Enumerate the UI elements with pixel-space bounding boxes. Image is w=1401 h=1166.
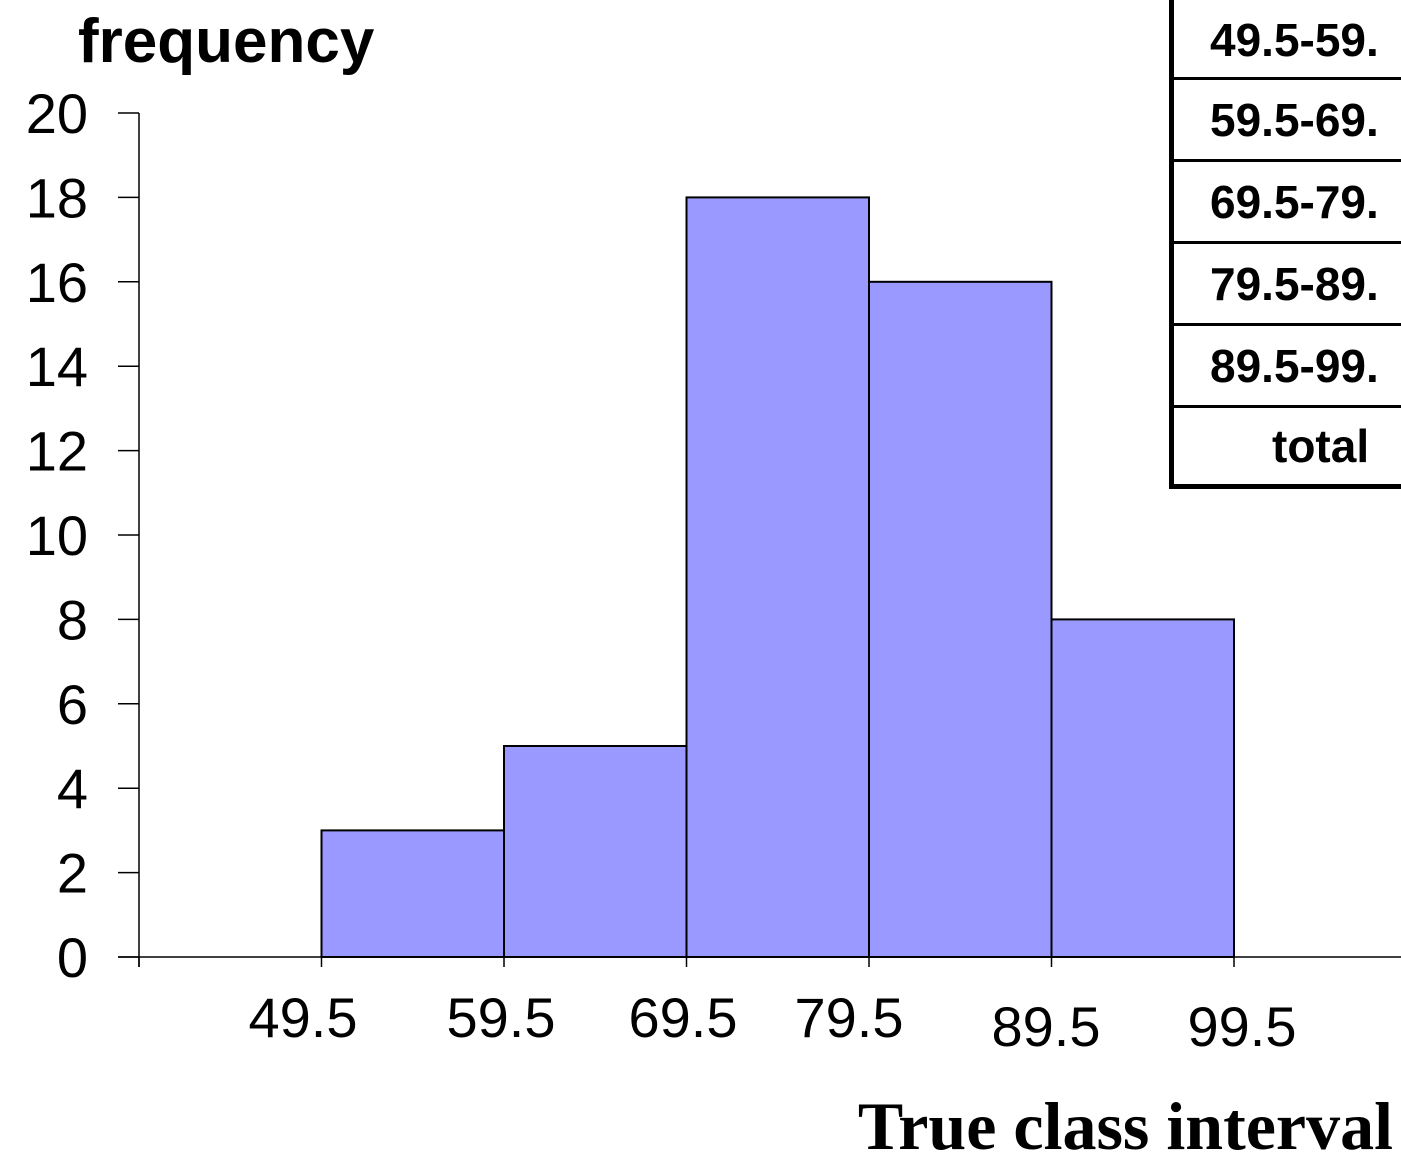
histogram-bar [868,280,1053,958]
y-tick-label: 8 [57,588,88,651]
table-row: 59.5-69. [1174,80,1401,162]
y-tick-label: 20 [26,82,88,145]
table-row: 89.5-99. [1174,326,1401,408]
table-row: 49.5-59. [1174,0,1401,80]
x-tick-labels: 49.5 59.5 69.5 79.5 89.5 99.5 [249,986,1297,1058]
x-tick-label: 49.5 [249,986,358,1049]
x-tick-label: 69.5 [629,986,738,1049]
axes-layer [118,112,1401,967]
y-tick-label: 16 [26,251,88,314]
x-tick-label: 89.5 [992,995,1101,1058]
histogram-bar [685,196,870,958]
y-tick-label: 4 [57,757,88,820]
x-tick-label: 59.5 [447,986,556,1049]
y-axis-title: frequency [78,7,375,76]
y-tick-label: 18 [26,166,88,229]
histogram-bar [503,745,688,958]
y-tick-label: 14 [26,335,88,398]
x-axis-title: True class interval [857,1088,1393,1164]
y-tick-label: 0 [57,926,88,989]
y-tick-label: 12 [26,420,88,483]
histogram-bar [320,829,505,959]
histogram-bar [1050,618,1235,959]
table-row-total: total [1272,420,1370,472]
class-interval-table: 49.5-59. 59.5-69. 69.5-79. 79.5-89. 89.5… [1169,0,1401,489]
x-tick-label: 99.5 [1188,995,1297,1058]
table-row: 69.5-79. [1174,162,1401,244]
y-tick-labels: 0 2 4 6 8 10 12 14 16 18 20 [26,82,88,989]
y-tick-label: 6 [57,673,88,736]
table-row: 79.5-89. [1174,244,1401,326]
y-tick-label: 2 [57,842,88,905]
y-tick-label: 10 [26,504,88,567]
x-tick-label: 79.5 [795,986,904,1049]
bars-layer [320,196,1235,959]
